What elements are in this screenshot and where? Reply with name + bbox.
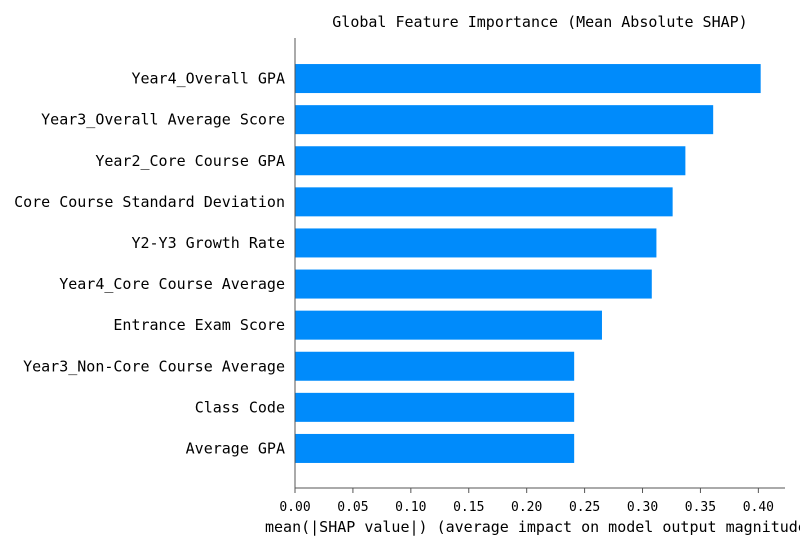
x-axis-ticks: 0.00 0.05 0.10 0.15 0.20 0.25 0.30 0.35 0.40 — [279, 488, 774, 515]
category-labels: Year4_Overall GPA Year3_Overall Average S… — [14, 70, 285, 458]
category-label: Year3_Non-Core Course Average — [23, 357, 285, 375]
x-tick-label: 0.20 — [511, 500, 542, 515]
x-tick-label: 0.30 — [627, 500, 658, 515]
category-label: Core Course Standard Deviation — [14, 193, 285, 211]
bar — [295, 392, 575, 422]
bar — [295, 433, 575, 463]
x-tick-label: 0.25 — [569, 500, 600, 515]
category-label: Year4_Overall GPA — [131, 70, 285, 88]
x-axis-label: mean(|SHAP value|) (average impact on mo… — [265, 518, 800, 536]
category-label: Y2-Y3 Growth Rate — [131, 234, 285, 252]
bar — [295, 269, 652, 299]
category-label: Entrance Exam Score — [113, 316, 285, 334]
bar — [295, 146, 686, 176]
chart-title: Global Feature Importance (Mean Absolute… — [332, 13, 747, 31]
category-label: Average GPA — [186, 439, 285, 457]
x-tick-label: 0.00 — [279, 500, 310, 515]
bar — [295, 351, 575, 381]
x-tick-label: 0.10 — [395, 500, 426, 515]
bar — [295, 228, 657, 258]
category-label: Year2_Core Course GPA — [95, 152, 285, 170]
bar — [295, 64, 761, 94]
category-label: Class Code — [195, 398, 285, 416]
x-tick-label: 0.35 — [685, 500, 716, 515]
bars-group — [295, 64, 761, 463]
category-label: Year3_Overall Average Score — [41, 111, 285, 129]
bar — [295, 105, 714, 135]
x-tick-label: 0.15 — [453, 500, 484, 515]
bar — [295, 310, 602, 340]
category-label: Year4_Core Course Average — [59, 275, 285, 293]
bar — [295, 187, 673, 217]
x-tick-label: 0.40 — [743, 500, 774, 515]
x-tick-label: 0.05 — [337, 500, 368, 515]
